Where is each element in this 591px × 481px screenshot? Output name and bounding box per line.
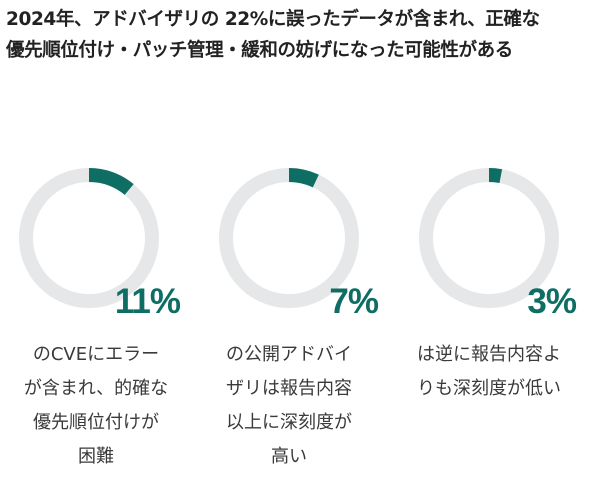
donut-3-caption-line: は逆に報告内容よ <box>417 344 561 365</box>
donut-1-caption: のCVEにエラー が含まれ、的確な 優先順位付けが 困難 <box>11 338 181 474</box>
donut-3-caption-line: りも深刻度が低い <box>417 378 561 399</box>
donut-2-value-label: 7% <box>329 282 379 321</box>
donut-2-caption: の公開アドバイ ザリは報告内容 以上に深刻度が 高い <box>204 338 374 474</box>
chart-title-line-2: 優先順位付け・パッチ管理・緩和の妨げになった可能性がある <box>6 40 513 61</box>
chart-title-line-1: 2024年、アドバイザリの 22%に誤ったデータが含まれ、正確な <box>6 9 540 30</box>
donut-2-value-arc <box>288 168 319 188</box>
donut-1-caption-line: のCVEにエラー <box>32 344 160 365</box>
donut-1-value-arc <box>88 168 134 196</box>
donut-3-value-arc <box>488 168 503 184</box>
donut-3-value-label: 3% <box>527 282 577 321</box>
donut-2-caption-line: ザリは報告内容 <box>226 378 352 399</box>
chart-title: 2024年、アドバイザリの 22%に誤ったデータが含まれ、正確な 優先順位付け・… <box>6 4 588 66</box>
donut-1-caption-line: 困難 <box>78 446 114 467</box>
donut-3-caption: は逆に報告内容よ りも深刻度が低い <box>404 338 574 406</box>
donut-1-caption-line: 優先順位付けが <box>33 412 159 433</box>
donut-2-caption-line: 高い <box>271 446 307 467</box>
donut-1-caption-line: が含まれ、的確な <box>23 378 169 399</box>
donut-1-value-label: 11% <box>114 282 181 321</box>
donut-2-caption-line: の公開アドバイ <box>226 344 352 365</box>
donut-2-caption-line: 以上に深刻度が <box>226 412 352 433</box>
